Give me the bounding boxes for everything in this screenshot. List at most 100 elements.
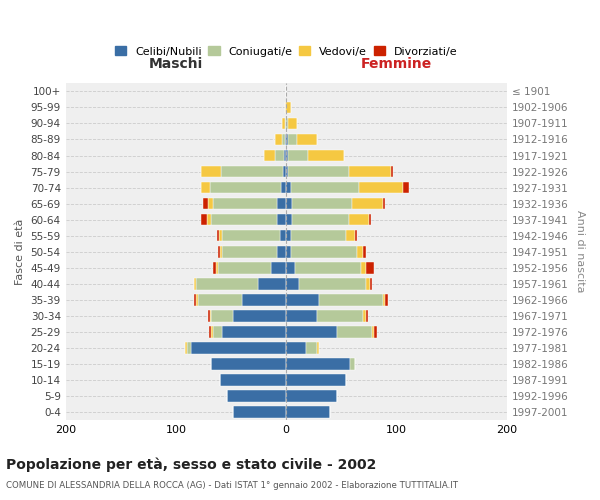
Bar: [277, 246, 286, 258]
Bar: [264, 150, 275, 162]
Text: Femmine: Femmine: [361, 56, 432, 70]
Bar: [286, 326, 337, 338]
Bar: [403, 182, 409, 194]
Bar: [211, 310, 233, 322]
Bar: [275, 134, 282, 145]
Bar: [185, 342, 187, 353]
Bar: [214, 198, 277, 209]
Bar: [194, 278, 196, 289]
Bar: [220, 246, 222, 258]
Bar: [391, 166, 393, 177]
Bar: [357, 246, 364, 258]
Bar: [222, 326, 286, 338]
Bar: [364, 310, 365, 322]
Bar: [308, 150, 344, 162]
Bar: [218, 246, 220, 258]
Bar: [286, 134, 289, 145]
Bar: [227, 390, 286, 402]
Text: COMUNE DI ALESSANDRIA DELLA ROCCA (AG) - Dati ISTAT 1° gennaio 2002 - Elaborazio: COMUNE DI ALESSANDRIA DELLA ROCCA (AG) -…: [6, 481, 458, 490]
Bar: [346, 230, 355, 241]
Bar: [290, 246, 357, 258]
Bar: [283, 166, 286, 177]
Bar: [286, 118, 289, 129]
Bar: [286, 214, 292, 226]
Bar: [221, 166, 283, 177]
Bar: [289, 150, 308, 162]
Bar: [364, 246, 365, 258]
Bar: [290, 230, 346, 241]
Bar: [299, 278, 365, 289]
Bar: [286, 294, 319, 306]
Bar: [297, 134, 317, 145]
Bar: [210, 310, 211, 322]
Bar: [196, 278, 257, 289]
Text: Popolazione per età, sesso e stato civile - 2002: Popolazione per età, sesso e stato civil…: [6, 458, 376, 472]
Bar: [292, 198, 352, 209]
Bar: [295, 262, 361, 274]
Bar: [284, 150, 286, 162]
Bar: [286, 390, 337, 402]
Bar: [277, 214, 286, 226]
Bar: [196, 294, 198, 306]
Bar: [211, 326, 214, 338]
Bar: [222, 230, 280, 241]
Bar: [201, 182, 210, 194]
Bar: [352, 198, 383, 209]
Bar: [286, 342, 306, 353]
Bar: [349, 166, 391, 177]
Bar: [372, 326, 374, 338]
Bar: [289, 166, 349, 177]
Bar: [290, 182, 359, 194]
Bar: [187, 342, 191, 353]
Bar: [211, 214, 277, 226]
Bar: [286, 102, 290, 113]
Bar: [198, 294, 242, 306]
Bar: [286, 310, 317, 322]
Y-axis label: Anni di nascita: Anni di nascita: [575, 210, 585, 293]
Bar: [233, 406, 286, 418]
Bar: [286, 166, 289, 177]
Bar: [222, 246, 277, 258]
Bar: [209, 326, 211, 338]
Bar: [286, 230, 290, 241]
Bar: [337, 326, 372, 338]
Bar: [286, 278, 299, 289]
Bar: [317, 310, 364, 322]
Bar: [383, 294, 385, 306]
Bar: [214, 326, 222, 338]
Text: Maschi: Maschi: [149, 56, 203, 70]
Bar: [286, 406, 331, 418]
Bar: [289, 134, 297, 145]
Bar: [210, 182, 281, 194]
Bar: [370, 278, 372, 289]
Bar: [219, 230, 222, 241]
Bar: [292, 214, 349, 226]
Bar: [319, 294, 383, 306]
Bar: [286, 358, 350, 370]
Bar: [282, 134, 285, 145]
Bar: [281, 182, 286, 194]
Bar: [286, 182, 290, 194]
Bar: [208, 198, 214, 209]
Bar: [201, 166, 221, 177]
Bar: [286, 374, 346, 386]
Bar: [349, 214, 369, 226]
Bar: [365, 310, 368, 322]
Bar: [286, 198, 292, 209]
Bar: [286, 150, 289, 162]
Bar: [365, 262, 374, 274]
Bar: [217, 230, 219, 241]
Bar: [383, 198, 385, 209]
Bar: [191, 342, 286, 353]
Bar: [350, 358, 355, 370]
Bar: [280, 230, 286, 241]
Bar: [285, 134, 286, 145]
Bar: [211, 358, 286, 370]
Bar: [218, 262, 271, 274]
Bar: [286, 246, 290, 258]
Bar: [208, 310, 210, 322]
Bar: [286, 262, 295, 274]
Bar: [194, 294, 196, 306]
Bar: [214, 262, 215, 274]
Bar: [361, 262, 365, 274]
